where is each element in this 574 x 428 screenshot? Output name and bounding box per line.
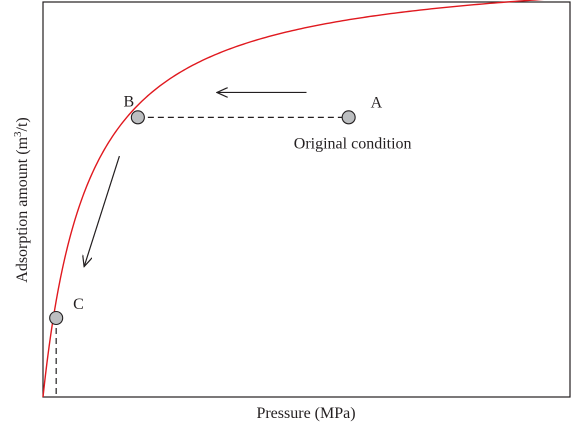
y-axis-label-tail: /t)	[14, 117, 31, 131]
plot-frame	[42, 1, 571, 398]
point-label-b: B	[124, 93, 135, 110]
points: A Original condition B C	[49, 93, 412, 326]
y-axis-label-main: Adsorption amount (m	[14, 136, 31, 282]
point-b	[130, 110, 145, 125]
point-label-a: A	[371, 94, 383, 111]
annotation-a: Original condition	[294, 135, 412, 152]
y-axis-label: Adsorption amount (m3/t)	[12, 117, 31, 282]
point-a	[341, 110, 356, 125]
point-c	[49, 310, 64, 326]
x-axis-label: Pressure (MPa)	[256, 405, 355, 422]
arrows	[84, 92, 307, 267]
point-label-c: C	[73, 296, 84, 313]
y-axis-label-sup: 3	[12, 131, 24, 137]
adsorption-curve	[42, 0, 545, 398]
dashed-guides	[55, 116, 349, 397]
arrow-2	[84, 155, 120, 267]
